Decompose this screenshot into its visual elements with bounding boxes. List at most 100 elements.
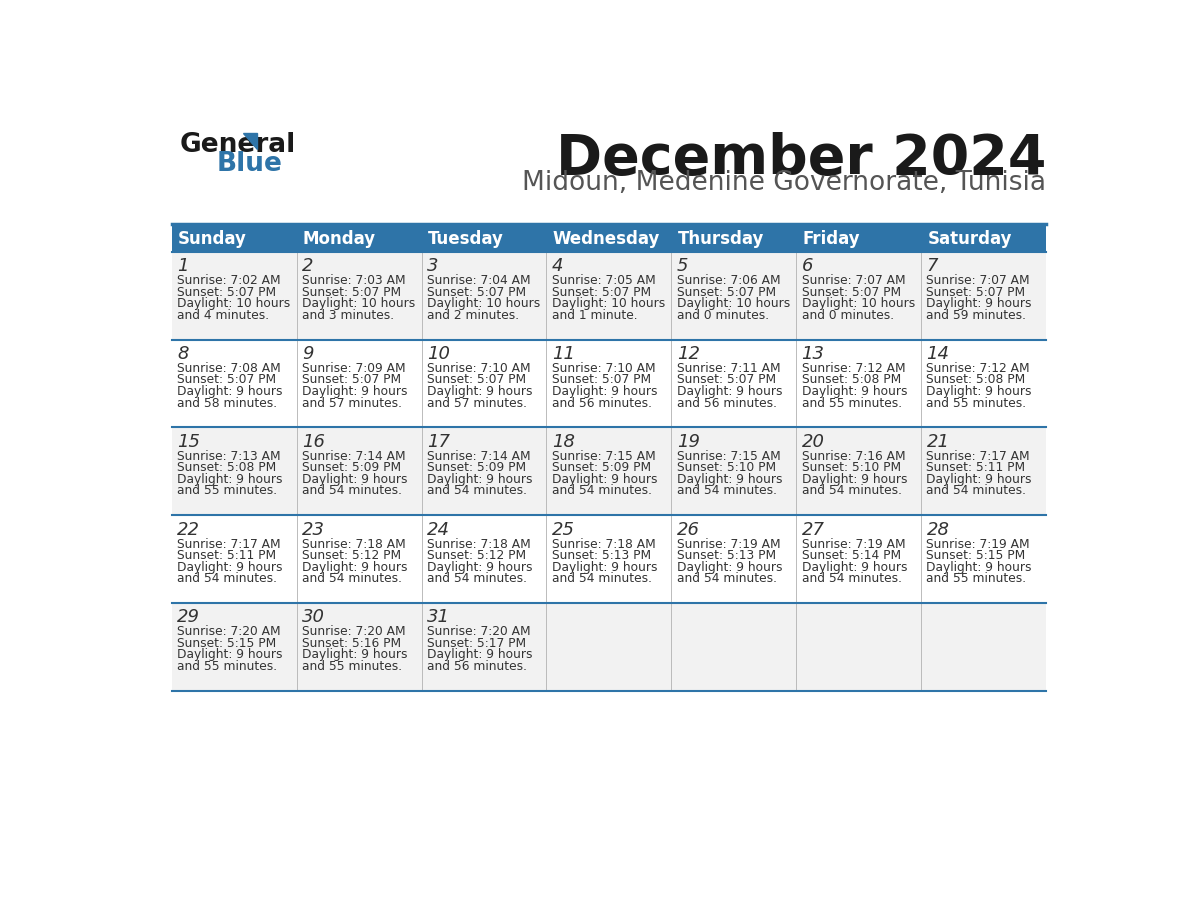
- Text: and 59 minutes.: and 59 minutes.: [927, 308, 1026, 322]
- Text: and 55 minutes.: and 55 minutes.: [177, 485, 277, 498]
- Text: and 54 minutes.: and 54 minutes.: [426, 485, 527, 498]
- Text: Sunset: 5:08 PM: Sunset: 5:08 PM: [177, 461, 277, 475]
- Text: Thursday: Thursday: [677, 230, 764, 248]
- Text: Sunrise: 7:10 AM: Sunrise: 7:10 AM: [552, 362, 656, 375]
- Text: Daylight: 9 hours: Daylight: 9 hours: [426, 473, 532, 486]
- Text: Sunrise: 7:19 AM: Sunrise: 7:19 AM: [927, 538, 1030, 551]
- Text: and 1 minute.: and 1 minute.: [552, 308, 638, 322]
- Text: 12: 12: [677, 345, 700, 363]
- Text: 11: 11: [552, 345, 575, 363]
- Text: and 55 minutes.: and 55 minutes.: [927, 397, 1026, 409]
- Text: Sunrise: 7:20 AM: Sunrise: 7:20 AM: [426, 625, 531, 638]
- Text: Saturday: Saturday: [928, 230, 1012, 248]
- Text: Sunrise: 7:20 AM: Sunrise: 7:20 AM: [302, 625, 405, 638]
- Text: 26: 26: [677, 521, 700, 539]
- Text: Sunrise: 7:16 AM: Sunrise: 7:16 AM: [802, 450, 905, 463]
- Text: Daylight: 9 hours: Daylight: 9 hours: [927, 385, 1032, 398]
- Text: Sunset: 5:10 PM: Sunset: 5:10 PM: [802, 461, 901, 475]
- Text: Sunrise: 7:05 AM: Sunrise: 7:05 AM: [552, 274, 656, 287]
- Text: and 0 minutes.: and 0 minutes.: [802, 308, 893, 322]
- Text: 14: 14: [927, 345, 949, 363]
- Text: 18: 18: [552, 432, 575, 451]
- Text: Sunset: 5:13 PM: Sunset: 5:13 PM: [552, 549, 651, 562]
- Text: Daylight: 10 hours: Daylight: 10 hours: [802, 297, 915, 310]
- Text: and 57 minutes.: and 57 minutes.: [302, 397, 402, 409]
- Text: Sunrise: 7:12 AM: Sunrise: 7:12 AM: [927, 362, 1030, 375]
- Text: 4: 4: [552, 257, 563, 275]
- Text: Sunday: Sunday: [178, 230, 247, 248]
- Text: and 55 minutes.: and 55 minutes.: [302, 660, 403, 673]
- Bar: [172, 515, 1045, 603]
- Text: 6: 6: [802, 257, 813, 275]
- Text: and 55 minutes.: and 55 minutes.: [177, 660, 277, 673]
- Text: and 4 minutes.: and 4 minutes.: [177, 308, 270, 322]
- Text: Daylight: 10 hours: Daylight: 10 hours: [677, 297, 790, 310]
- Text: Daylight: 9 hours: Daylight: 9 hours: [677, 561, 782, 574]
- Text: Sunrise: 7:19 AM: Sunrise: 7:19 AM: [802, 538, 905, 551]
- Text: Sunset: 5:07 PM: Sunset: 5:07 PM: [677, 285, 776, 298]
- Text: and 54 minutes.: and 54 minutes.: [802, 485, 902, 498]
- Text: Sunset: 5:09 PM: Sunset: 5:09 PM: [426, 461, 526, 475]
- Text: Sunset: 5:07 PM: Sunset: 5:07 PM: [177, 374, 277, 386]
- Polygon shape: [244, 133, 257, 149]
- Text: Sunrise: 7:07 AM: Sunrise: 7:07 AM: [927, 274, 1030, 287]
- Text: Sunrise: 7:18 AM: Sunrise: 7:18 AM: [552, 538, 656, 551]
- Text: General: General: [179, 131, 296, 158]
- Text: 13: 13: [802, 345, 824, 363]
- Text: Sunrise: 7:10 AM: Sunrise: 7:10 AM: [426, 362, 531, 375]
- Text: Sunset: 5:12 PM: Sunset: 5:12 PM: [426, 549, 526, 562]
- Text: and 54 minutes.: and 54 minutes.: [552, 572, 652, 585]
- Text: Sunset: 5:17 PM: Sunset: 5:17 PM: [426, 637, 526, 650]
- Text: and 3 minutes.: and 3 minutes.: [302, 308, 394, 322]
- Text: Daylight: 10 hours: Daylight: 10 hours: [302, 297, 416, 310]
- Text: and 54 minutes.: and 54 minutes.: [302, 572, 402, 585]
- Text: Sunset: 5:16 PM: Sunset: 5:16 PM: [302, 637, 402, 650]
- Text: 16: 16: [302, 432, 326, 451]
- Bar: [172, 252, 1045, 340]
- Text: 10: 10: [426, 345, 450, 363]
- Text: and 54 minutes.: and 54 minutes.: [302, 485, 402, 498]
- Text: 5: 5: [677, 257, 688, 275]
- Text: Sunset: 5:07 PM: Sunset: 5:07 PM: [426, 285, 526, 298]
- Text: Blue: Blue: [216, 151, 283, 177]
- Text: and 55 minutes.: and 55 minutes.: [802, 397, 902, 409]
- Text: Daylight: 9 hours: Daylight: 9 hours: [802, 473, 908, 486]
- Text: Sunset: 5:07 PM: Sunset: 5:07 PM: [677, 374, 776, 386]
- Bar: [172, 340, 1045, 428]
- Text: Daylight: 9 hours: Daylight: 9 hours: [426, 561, 532, 574]
- Text: Sunrise: 7:12 AM: Sunrise: 7:12 AM: [802, 362, 905, 375]
- Text: Daylight: 10 hours: Daylight: 10 hours: [177, 297, 290, 310]
- Text: Daylight: 9 hours: Daylight: 9 hours: [177, 473, 283, 486]
- Text: Sunset: 5:08 PM: Sunset: 5:08 PM: [802, 374, 901, 386]
- Text: 29: 29: [177, 609, 200, 626]
- Text: 3: 3: [426, 257, 438, 275]
- Text: Daylight: 9 hours: Daylight: 9 hours: [677, 385, 782, 398]
- Text: Sunrise: 7:15 AM: Sunrise: 7:15 AM: [677, 450, 781, 463]
- Text: and 54 minutes.: and 54 minutes.: [927, 485, 1026, 498]
- Text: Sunset: 5:13 PM: Sunset: 5:13 PM: [677, 549, 776, 562]
- Text: Sunrise: 7:18 AM: Sunrise: 7:18 AM: [302, 538, 406, 551]
- Text: Daylight: 9 hours: Daylight: 9 hours: [552, 561, 657, 574]
- Text: Sunset: 5:07 PM: Sunset: 5:07 PM: [552, 285, 651, 298]
- Text: Daylight: 9 hours: Daylight: 9 hours: [177, 385, 283, 398]
- Text: Daylight: 9 hours: Daylight: 9 hours: [177, 561, 283, 574]
- Text: Daylight: 9 hours: Daylight: 9 hours: [302, 385, 407, 398]
- Text: Sunrise: 7:04 AM: Sunrise: 7:04 AM: [426, 274, 531, 287]
- Text: Sunset: 5:14 PM: Sunset: 5:14 PM: [802, 549, 901, 562]
- Text: Daylight: 9 hours: Daylight: 9 hours: [302, 648, 407, 661]
- Text: Sunset: 5:10 PM: Sunset: 5:10 PM: [677, 461, 776, 475]
- Text: Sunset: 5:15 PM: Sunset: 5:15 PM: [177, 637, 277, 650]
- Text: 20: 20: [802, 432, 824, 451]
- Text: Sunrise: 7:03 AM: Sunrise: 7:03 AM: [302, 274, 405, 287]
- Text: 30: 30: [302, 609, 326, 626]
- Text: Daylight: 9 hours: Daylight: 9 hours: [552, 385, 657, 398]
- Text: Daylight: 9 hours: Daylight: 9 hours: [802, 561, 908, 574]
- Text: Monday: Monday: [303, 230, 375, 248]
- Text: Sunrise: 7:14 AM: Sunrise: 7:14 AM: [302, 450, 405, 463]
- Text: Daylight: 9 hours: Daylight: 9 hours: [426, 385, 532, 398]
- Text: Sunrise: 7:13 AM: Sunrise: 7:13 AM: [177, 450, 280, 463]
- Text: 17: 17: [426, 432, 450, 451]
- Text: 22: 22: [177, 521, 200, 539]
- Text: Sunrise: 7:11 AM: Sunrise: 7:11 AM: [677, 362, 781, 375]
- Text: Daylight: 9 hours: Daylight: 9 hours: [302, 473, 407, 486]
